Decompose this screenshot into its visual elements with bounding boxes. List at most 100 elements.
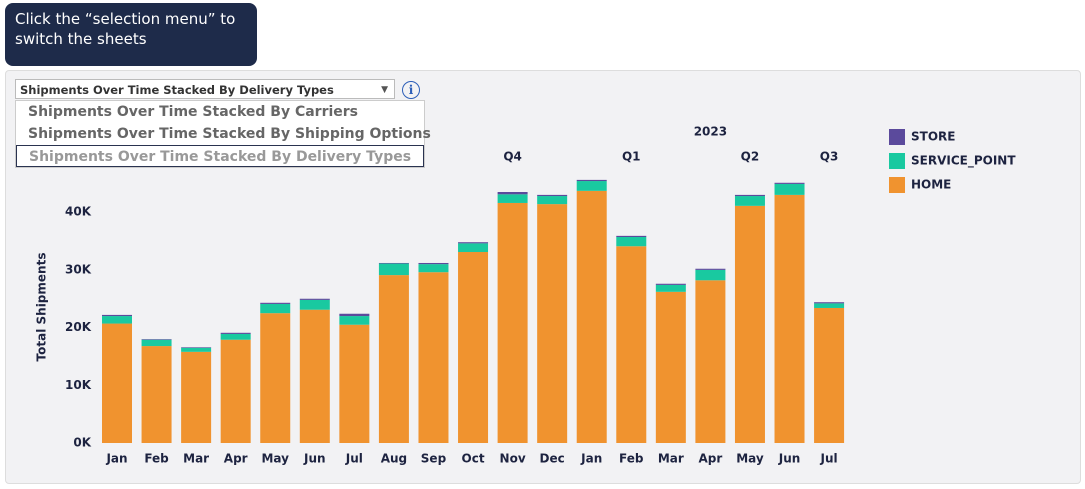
x-tick-label: Aug	[381, 452, 407, 466]
bar-segment	[814, 303, 845, 308]
legend-label: SERVICE_POINT	[911, 154, 1016, 169]
x-tick-label: Apr	[224, 452, 248, 466]
bar-segment	[418, 272, 449, 443]
bar-segment	[537, 204, 568, 443]
bar-segment	[378, 263, 409, 276]
bar-segment	[299, 309, 330, 443]
y-tick-label: 30K	[65, 262, 92, 276]
bar-segment	[260, 303, 291, 314]
sheet-selector[interactable]: Shipments Over Time Stacked By Delivery …	[15, 79, 395, 99]
bar-segment	[774, 182, 805, 184]
bar-segment	[339, 313, 370, 317]
bar-segment	[537, 196, 568, 205]
bar-segment	[497, 194, 528, 203]
bar-segment	[695, 280, 726, 443]
bar-segment	[260, 302, 291, 304]
x-tick-label: Mar	[183, 452, 209, 466]
bar-segment	[576, 190, 607, 443]
bar-segment	[616, 235, 647, 238]
legend-swatch	[889, 153, 905, 169]
bar-segment	[576, 179, 607, 182]
x-tick-label: Jun	[778, 452, 801, 466]
x-tick-label: Feb	[144, 452, 169, 466]
sheet-option[interactable]: Shipments Over Time Stacked By Carriers	[28, 104, 359, 120]
y-axis-title: Total Shipments	[35, 253, 49, 362]
year-label: 2023	[694, 125, 727, 139]
bar-segment	[141, 339, 172, 340]
bar-segment	[655, 284, 686, 292]
x-tick-label: May	[736, 452, 764, 466]
bar-segment	[734, 196, 765, 206]
y-tick-label: 40K	[65, 205, 92, 219]
bar-segment	[418, 262, 449, 265]
bar-segment	[734, 194, 765, 197]
bar-segment	[378, 262, 409, 264]
bar-segment	[616, 246, 647, 443]
bar-segment	[220, 339, 251, 443]
bar-segment	[102, 314, 132, 317]
bar-segment	[458, 252, 489, 443]
legend-swatch	[889, 177, 905, 193]
x-tick-label: Apr	[699, 452, 723, 466]
x-tick-label: Feb	[619, 452, 644, 466]
x-tick-label: Jan	[580, 452, 602, 466]
selected-sheet: Shipments Over Time Stacked By Delivery …	[20, 83, 334, 97]
bar-segment	[814, 302, 845, 304]
x-tick-label: Nov	[500, 452, 526, 466]
bar-segment	[260, 313, 291, 443]
bar-segment	[497, 192, 528, 195]
bar-segment	[181, 351, 212, 443]
legend-swatch	[889, 129, 905, 145]
bar-segment	[102, 316, 132, 324]
bar-segment	[102, 323, 132, 443]
legend-label: HOME	[911, 178, 951, 192]
bar-segment	[378, 275, 409, 443]
bar-segment	[141, 346, 172, 443]
legend-label: STORE	[911, 130, 955, 144]
x-tick-label: Oct	[462, 452, 485, 466]
bar-segment	[299, 299, 330, 310]
sheet-options: Shipments Over Time Stacked By Carriers S…	[15, 100, 431, 168]
x-tick-label: Jun	[303, 452, 326, 466]
bar-segment	[220, 332, 251, 334]
quarter-label: Q2	[741, 150, 760, 164]
bar-segment	[339, 316, 370, 325]
bar-segment	[774, 194, 805, 443]
info-icon[interactable]: i	[402, 81, 420, 99]
bar-segment	[537, 194, 568, 197]
bar-segment	[141, 339, 172, 347]
sheet-option[interactable]: Shipments Over Time Stacked By Shipping …	[28, 126, 431, 142]
bar-segment	[418, 264, 449, 273]
bar-segment	[576, 181, 607, 191]
bar-segment	[774, 183, 805, 195]
y-tick-label: 0K	[73, 436, 91, 450]
bar-segment	[695, 268, 726, 270]
bar-segment	[458, 242, 489, 244]
quarter-label: Q4	[503, 150, 522, 164]
quarter-label: Q1	[622, 150, 641, 164]
x-tick-label: Jan	[105, 452, 127, 466]
x-tick-label: Jul	[345, 452, 363, 466]
x-tick-label: Dec	[540, 452, 565, 466]
x-tick-label: May	[261, 452, 289, 466]
bar-segment	[181, 347, 212, 352]
bar-segment	[339, 324, 370, 443]
y-tick-label: 10K	[65, 378, 92, 392]
bar-segment	[814, 307, 845, 443]
bar-segment	[497, 202, 528, 443]
dropdown-arrow: ▼	[381, 85, 388, 95]
bar-segment	[458, 243, 489, 253]
x-tick-label: Jul	[820, 452, 838, 466]
bar-segment	[220, 333, 251, 340]
bar-segment	[181, 347, 212, 348]
sheet-option[interactable]: Shipments Over Time Stacked By Delivery …	[16, 145, 424, 167]
bar-segment	[655, 283, 686, 285]
bar-segment	[734, 205, 765, 443]
tooltip: Click the “selection menu” to switch the…	[5, 3, 257, 66]
bar-segment	[655, 291, 686, 443]
bar-segment	[695, 269, 726, 281]
x-tick-label: Mar	[658, 452, 684, 466]
bar-segment	[299, 298, 330, 300]
